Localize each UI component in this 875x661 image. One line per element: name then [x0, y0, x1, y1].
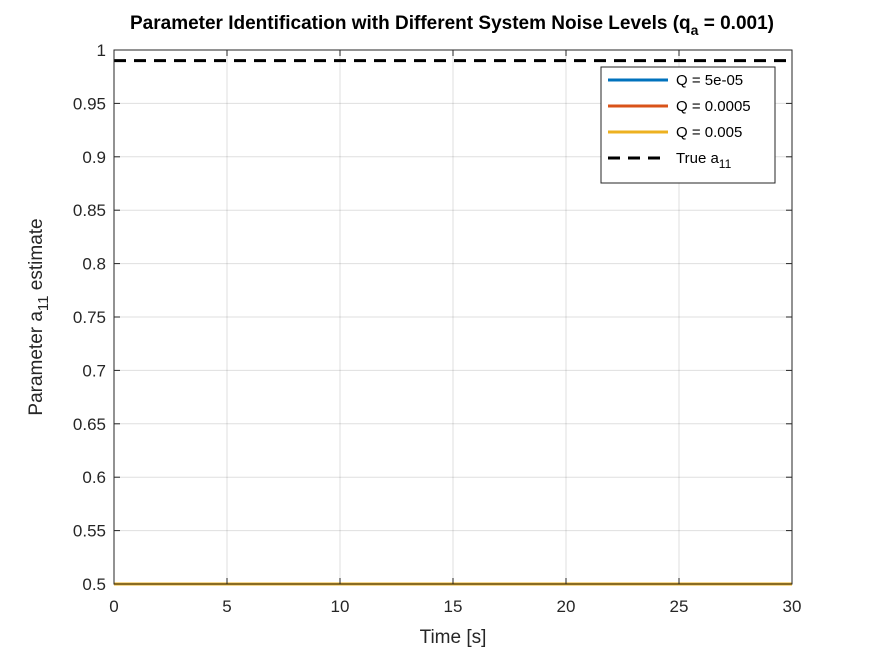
y-tick-label: 0.55 — [73, 522, 106, 541]
x-tick-label: 30 — [783, 597, 802, 616]
y-tick-label: 0.6 — [82, 468, 106, 487]
y-tick-label: 0.9 — [82, 148, 106, 167]
x-tick-label: 10 — [331, 597, 350, 616]
chart-title: Parameter Identification with Different … — [130, 13, 774, 38]
x-axis-label: Time [s] — [420, 627, 487, 648]
legend-label-1: Q = 5e-05 — [676, 72, 743, 89]
legend-label-4: True a11 — [676, 150, 732, 171]
y-tick-label: 0.8 — [82, 255, 106, 274]
legend: Q = 5e-05 Q = 0.0005 Q = 0.005 True a11 — [600, 66, 776, 184]
y-tick-label: 0.85 — [73, 201, 106, 220]
legend-box — [600, 66, 776, 184]
y-axis-label: Parameter a11 estimate — [26, 218, 52, 415]
y-tick-label: 0.95 — [73, 94, 106, 113]
ticks: 0 5 10 15 20 25 30 0.5 0.55 0.6 0.65 0.7 0.75 0.8 0.85… — [73, 41, 802, 616]
legend-label-3: Q = 0.005 — [676, 124, 742, 141]
y-tick-label: 0.5 — [82, 575, 106, 594]
y-tick-label: 1 — [97, 41, 106, 60]
y-tick-label: 0.65 — [73, 415, 106, 434]
x-tick-label: 15 — [444, 597, 463, 616]
y-tick-label: 0.7 — [82, 361, 106, 380]
x-tick-label: 5 — [222, 597, 231, 616]
y-tick-label: 0.75 — [73, 308, 106, 327]
x-tick-label: 25 — [670, 597, 689, 616]
x-tick-label: 0 — [109, 597, 118, 616]
x-tick-label: 20 — [557, 597, 576, 616]
legend-label-2: Q = 0.0005 — [676, 98, 751, 115]
